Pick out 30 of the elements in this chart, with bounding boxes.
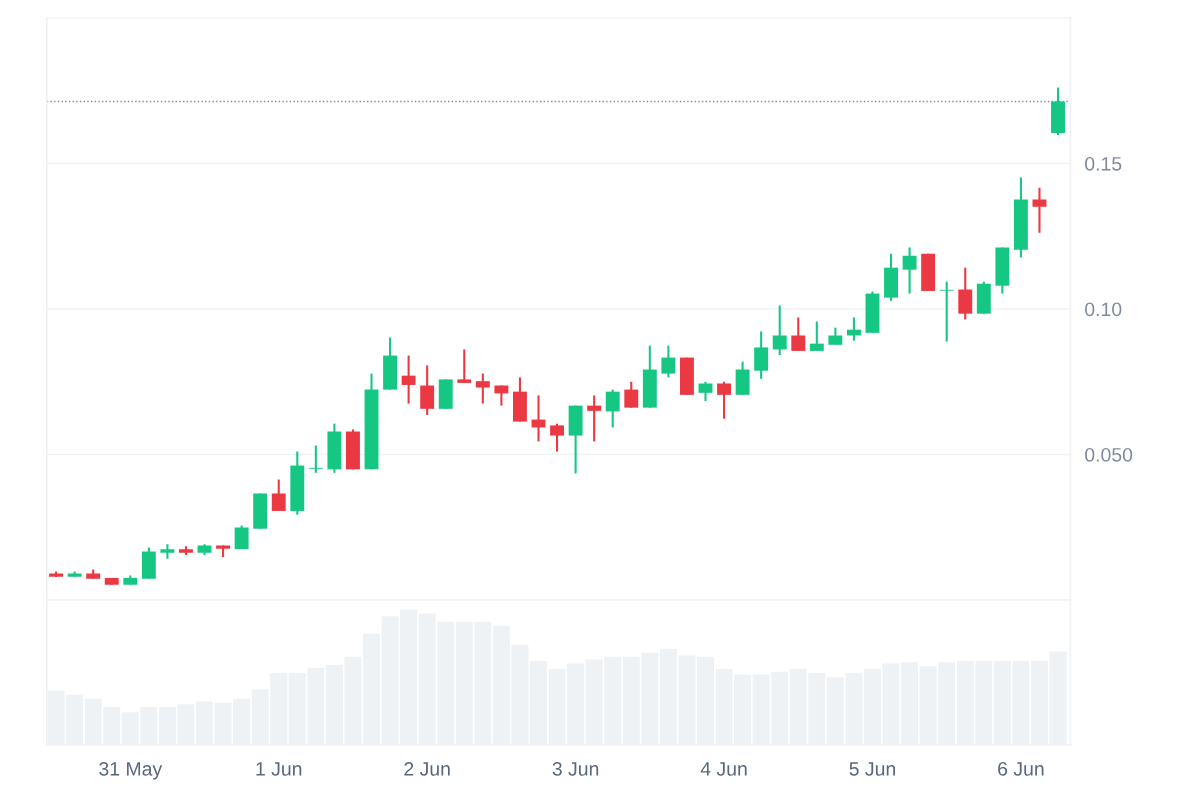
candlestick <box>420 364 435 416</box>
candlestick <box>809 320 824 352</box>
candlestick <box>587 394 602 443</box>
candlestick <box>939 280 954 343</box>
y-tick-label: 0.050 <box>1085 447 1133 462</box>
candlestick <box>550 422 565 453</box>
candlestick <box>754 330 769 380</box>
x-tick-label: 2 Jun <box>404 761 450 776</box>
candlestick <box>791 316 806 352</box>
candlestick <box>475 372 490 405</box>
candlestick <box>271 478 286 512</box>
candlestick <box>1032 186 1047 234</box>
candlestick <box>902 246 917 295</box>
candlestick <box>772 304 787 357</box>
candlestick <box>605 388 620 429</box>
candlestick <box>717 380 731 420</box>
x-tick-label: 5 Jun <box>849 762 896 776</box>
x-tick-label: 6 Jun <box>998 761 1044 776</box>
candlestick <box>308 444 323 474</box>
candlestick <box>624 380 639 409</box>
x-tick-label: 3 Jun <box>552 761 599 776</box>
candlestick <box>401 354 416 405</box>
candlestick <box>457 348 472 384</box>
candlestick <box>661 344 676 379</box>
x-tick-label: 1 Jun <box>256 762 302 776</box>
x-tick-label: 4 Jun <box>700 762 747 776</box>
y-tick-label: 0.15 <box>1085 156 1122 171</box>
x-tick-label: 31 May <box>99 761 163 780</box>
y-tick-label: 0.10 <box>1085 302 1122 317</box>
candlestick <box>698 380 713 402</box>
